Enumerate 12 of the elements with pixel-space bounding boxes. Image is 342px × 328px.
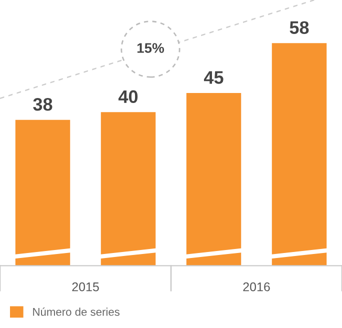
data-label: 38 xyxy=(33,98,52,111)
data-label: 45 xyxy=(204,71,224,84)
text: 2015 xyxy=(72,282,99,292)
data-label: 40 xyxy=(118,90,138,104)
annotation: 15% xyxy=(137,43,164,53)
bar xyxy=(186,92,242,266)
legend-label: Número de series xyxy=(33,308,120,316)
data-label: 58 xyxy=(290,21,309,34)
bar xyxy=(100,112,156,266)
text: 2016 xyxy=(243,282,270,292)
bar xyxy=(15,120,70,266)
bar xyxy=(272,43,327,266)
